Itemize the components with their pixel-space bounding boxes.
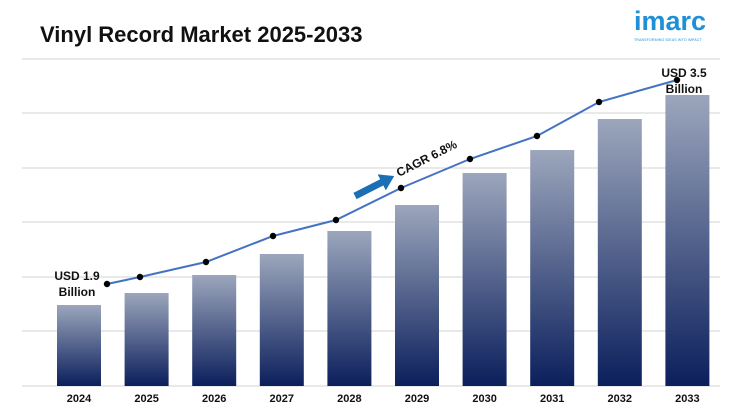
line-marker-2028 [332,216,340,224]
cagr-arrow-head [377,174,395,191]
line-marker-2026 [202,258,210,266]
bar-2027 [259,254,304,386]
start-value-label: USD 1.9 [54,269,100,283]
line-marker-2031 [533,132,541,140]
bar-2030 [462,173,507,386]
x-tick-label: 2027 [270,393,294,405]
x-tick-label: 2029 [405,393,429,405]
x-tick-label: 2031 [540,393,564,405]
start-unit-label: Billion [59,285,96,299]
end-unit-label: Billion [666,82,703,96]
growth-line [106,79,678,285]
x-tick-label: 2024 [67,393,92,405]
line-marker-2027 [269,232,277,240]
bar-2028 [327,231,372,386]
bar-2031 [530,150,575,386]
x-axis-ticks: 2024 2025 2026 2027 2028 2029 2030 2031 2032 2033 [67,393,700,405]
bar-2026 [192,275,237,386]
line-marker-2024 [103,280,111,288]
bar-2032 [597,119,642,386]
bar-2033 [665,95,710,386]
end-value-label: USD 3.5 [661,66,707,80]
bar-2025 [124,293,169,386]
line-marker-2029 [397,184,405,192]
x-tick-label: 2028 [337,393,361,405]
line-marker-2032 [595,98,603,106]
bar-2029 [395,205,439,386]
bar-2024 [57,305,101,386]
x-tick-label: 2032 [608,393,632,405]
line-marker-2033 [673,76,681,84]
cagr-arrow-icon [353,174,395,200]
cagr-arrow-shaft [353,178,386,200]
x-tick-label: 2026 [202,393,226,405]
line-marker-2030 [466,155,474,163]
bars [57,95,710,386]
x-tick-label: 2033 [675,393,699,405]
logo-wordmark: imarc [634,6,707,36]
logo-tagline: TRANSFORMING IDEAS INTO IMPACT [634,38,702,42]
imarc-logo: imarc TRANSFORMING IDEAS INTO IMPACT [634,6,720,46]
chart-title: Vinyl Record Market 2025-2033 [40,22,363,47]
line-marker-2025 [136,273,144,281]
x-tick-label: 2030 [472,393,496,405]
trend-line [103,76,681,288]
cagr-label: CAGR 6.8% [394,137,459,180]
x-tick-label: 2025 [134,393,158,405]
